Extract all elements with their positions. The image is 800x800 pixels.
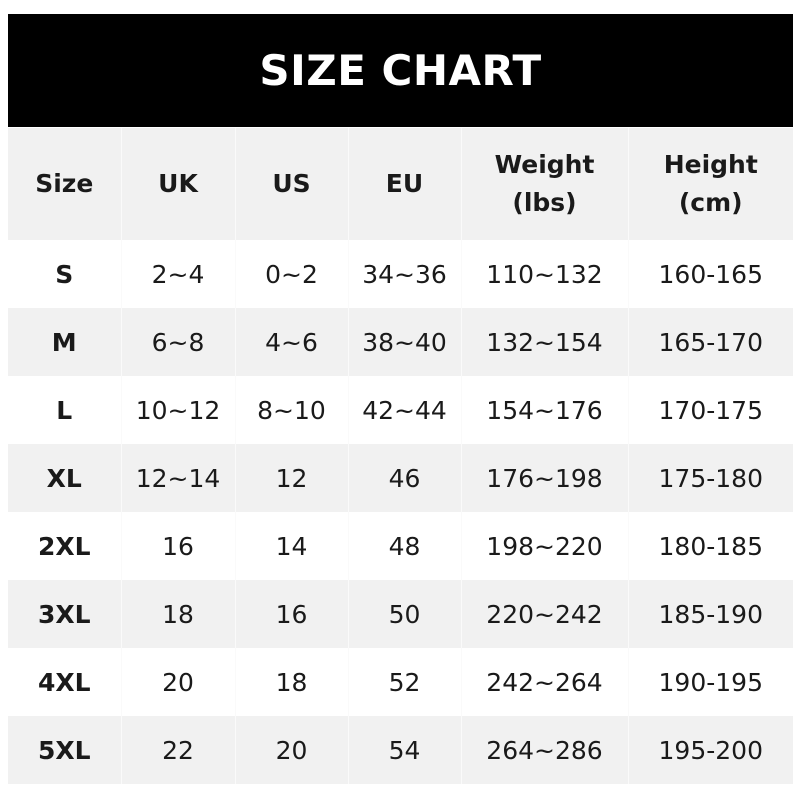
header-size: Size	[8, 128, 121, 240]
cell-size: XL	[46, 463, 82, 493]
cell-eu: 42~44	[347, 376, 461, 444]
header-row: Size UK US EU Weight (lbs) Height (cm)	[8, 128, 793, 240]
cell-weight: 220~242	[460, 580, 628, 648]
cell-height: 180-185	[627, 512, 793, 580]
cell-weight: 132~154	[460, 308, 628, 376]
cell-eu: 34~36	[347, 240, 461, 308]
cell-size: 5XL	[37, 735, 91, 765]
cell-eu: 46	[347, 444, 461, 512]
cell-eu: 52	[347, 648, 461, 716]
cell-height: 170-175	[627, 376, 793, 444]
header-uk: UK	[120, 128, 235, 240]
header-unit: (lbs)	[512, 188, 577, 217]
header-label: EU	[385, 169, 424, 198]
cell-weight: 242~264	[460, 648, 628, 716]
header-label: Height	[663, 150, 758, 179]
cell-uk: 20	[120, 648, 235, 716]
cell-us: 16	[234, 580, 348, 648]
cell-us: 4~6	[234, 308, 348, 376]
cell-size: 4XL	[37, 667, 91, 697]
table-row: L 10~12 8~10 42~44 154~176 170-175	[8, 376, 793, 444]
cell-eu: 54	[347, 716, 461, 784]
cell-height: 185-190	[627, 580, 793, 648]
cell-height: 195-200	[627, 716, 793, 784]
cell-us: 14	[234, 512, 348, 580]
cell-uk: 12~14	[120, 444, 235, 512]
cell-size: 3XL	[37, 599, 91, 629]
header-label: Size	[35, 169, 94, 198]
cell-us: 0~2	[234, 240, 348, 308]
page-title: SIZE CHART	[8, 14, 793, 127]
cell-size: M	[51, 327, 77, 357]
table-row: 4XL 20 18 52 242~264 190-195	[8, 648, 793, 716]
cell-uk: 6~8	[120, 308, 235, 376]
cell-uk: 22	[120, 716, 235, 784]
cell-size: L	[56, 395, 73, 425]
table-row: 2XL 16 14 48 198~220 180-185	[8, 512, 793, 580]
cell-uk: 16	[120, 512, 235, 580]
header-us: US	[234, 128, 348, 240]
cell-uk: 18	[120, 580, 235, 648]
header-weight: Weight (lbs)	[460, 128, 628, 240]
header-label: Weight	[494, 150, 595, 179]
cell-us: 8~10	[234, 376, 348, 444]
table-row: M 6~8 4~6 38~40 132~154 165-170	[8, 308, 793, 376]
size-chart-table: Size UK US EU Weight (lbs) Height (cm) S 2~…	[8, 128, 793, 784]
table-row: S 2~4 0~2 34~36 110~132 160-165	[8, 240, 793, 308]
cell-weight: 264~286	[460, 716, 628, 784]
header-unit: (cm)	[678, 188, 743, 217]
cell-eu: 50	[347, 580, 461, 648]
cell-uk: 10~12	[120, 376, 235, 444]
table-row: 3XL 18 16 50 220~242 185-190	[8, 580, 793, 648]
cell-height: 165-170	[627, 308, 793, 376]
header-label: UK	[158, 169, 198, 198]
cell-us: 20	[234, 716, 348, 784]
cell-height: 190-195	[627, 648, 793, 716]
table-row: 5XL 22 20 54 264~286 195-200	[8, 716, 793, 784]
cell-weight: 110~132	[460, 240, 628, 308]
header-label: US	[272, 169, 311, 198]
header-eu: EU	[347, 128, 461, 240]
cell-size: S	[55, 259, 74, 289]
cell-eu: 38~40	[347, 308, 461, 376]
table-row: XL 12~14 12 46 176~198 175-180	[8, 444, 793, 512]
cell-eu: 48	[347, 512, 461, 580]
cell-height: 160-165	[627, 240, 793, 308]
cell-uk: 2~4	[120, 240, 235, 308]
header-height: Height (cm)	[627, 128, 793, 240]
cell-size: 2XL	[37, 531, 91, 561]
cell-us: 18	[234, 648, 348, 716]
cell-weight: 176~198	[460, 444, 628, 512]
cell-weight: 198~220	[460, 512, 628, 580]
cell-us: 12	[234, 444, 348, 512]
cell-height: 175-180	[627, 444, 793, 512]
cell-weight: 154~176	[460, 376, 628, 444]
